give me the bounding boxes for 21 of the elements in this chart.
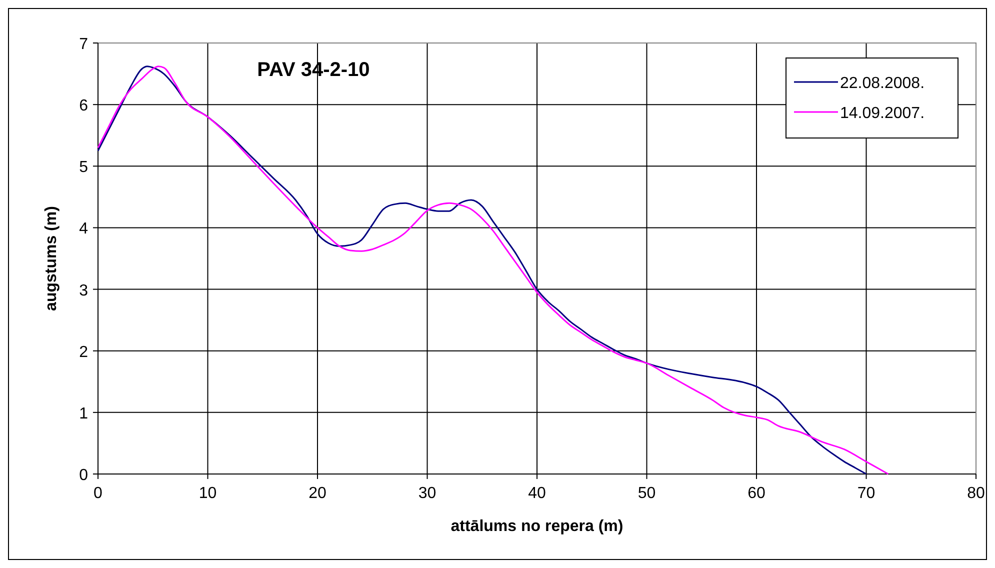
x-tick-label: 80 [967,485,985,502]
legend-label: 14.09.2007. [840,105,925,122]
y-tick-label: 3 [79,282,88,300]
x-tick-label: 0 [94,485,103,502]
y-tick-label: 7 [79,36,88,53]
y-tick-label: 2 [79,344,88,361]
x-tick-label: 40 [528,485,546,502]
x-tick-label: 60 [748,485,766,502]
x-tick-label: 30 [418,485,436,502]
x-tick-label: 20 [308,485,326,502]
y-tick-label: 5 [79,159,88,176]
x-tick-label: 70 [857,485,876,502]
x-tick-label: 10 [198,485,217,502]
y-tick-label: 1 [79,405,88,422]
x-tick-label: 50 [638,485,656,502]
y-tick-label: 6 [79,98,88,115]
x-axis-title: attālums no repera (m) [450,518,624,535]
y-tick-label: 0 [79,467,88,484]
y-tick-label: 4 [79,220,88,238]
legend-label: 22.08.2008. [840,75,925,92]
y-axis-title: augstums (m) [43,206,60,311]
